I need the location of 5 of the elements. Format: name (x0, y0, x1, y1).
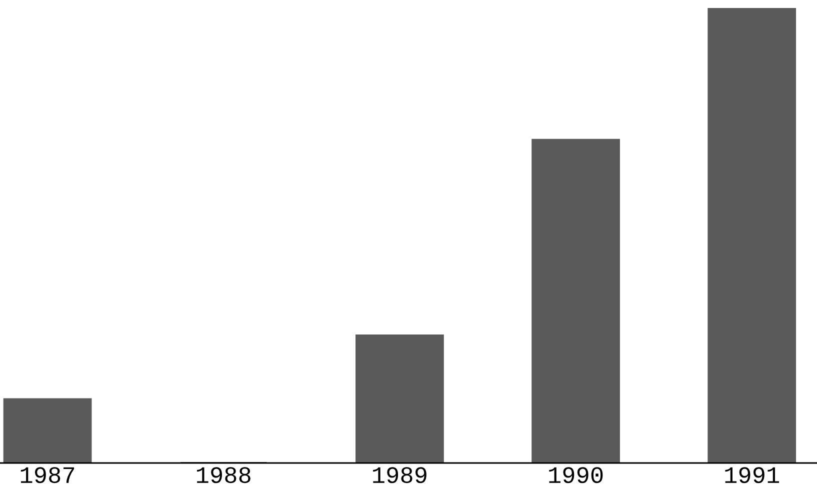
x-tick-label: 1988 (196, 467, 250, 484)
x-tick-label: 1989 (373, 467, 426, 484)
x-tick-label: 1987 (20, 467, 74, 484)
x-tick-label: 1991 (725, 467, 780, 484)
x-tick-label: 1990 (549, 467, 603, 484)
